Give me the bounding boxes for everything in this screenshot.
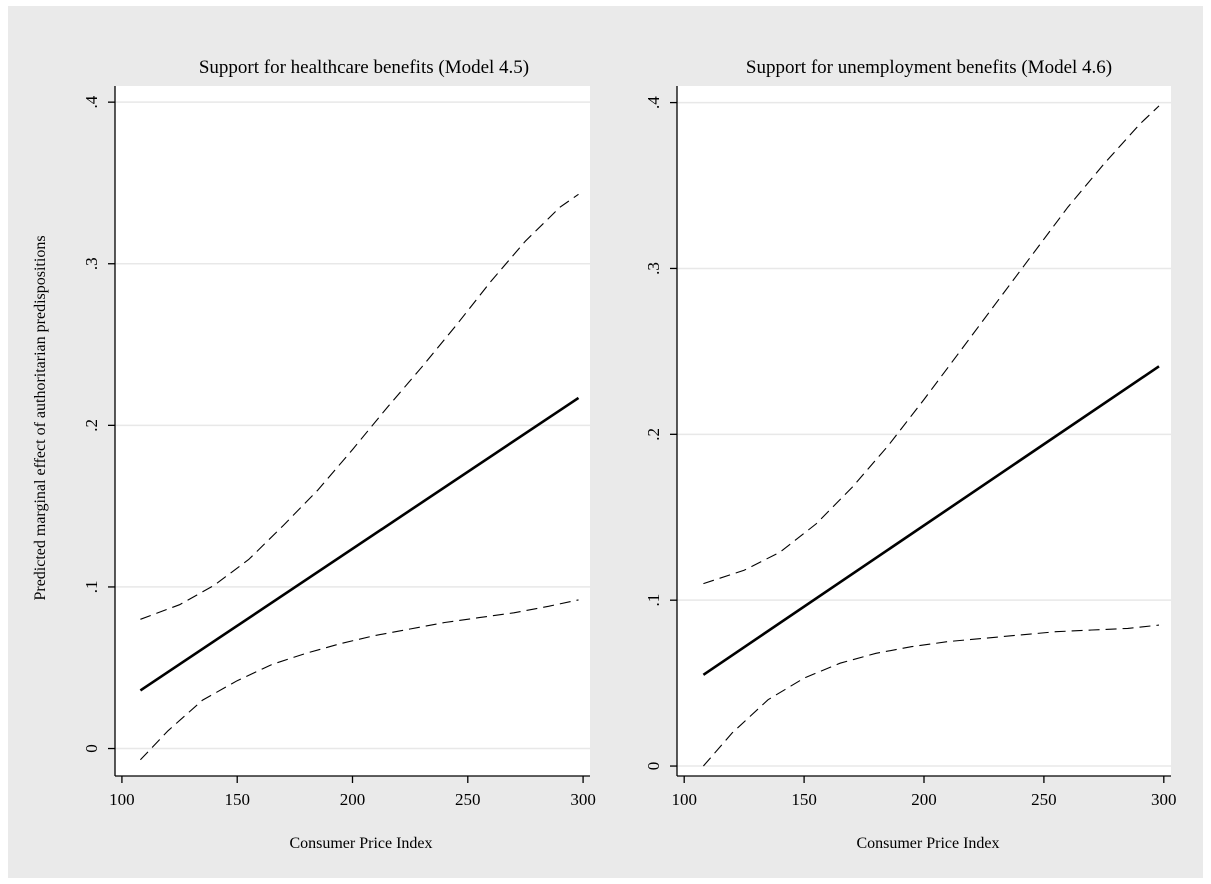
marginal-effect-line-healthcare	[139, 396, 580, 692]
y-tick-label: .1	[644, 594, 663, 607]
x-tick-label: 150	[224, 790, 250, 809]
lower-ci-line-healthcare	[140, 599, 579, 761]
plot-area-healthcare	[115, 86, 590, 776]
x-tick-label: 250	[1031, 790, 1057, 809]
y-tick-label: .4	[82, 95, 101, 108]
y-tick-label: .4	[644, 96, 663, 109]
y-tick-label: .1	[82, 581, 101, 594]
figure-background: Support for healthcare benefits (Model 4…	[8, 6, 1203, 878]
y-tick-label: .2	[82, 419, 101, 432]
x-tick-label: 300	[570, 790, 596, 809]
x-tick-label: 150	[791, 790, 817, 809]
y-tick-label: .3	[82, 257, 101, 270]
x-tick-label: 100	[109, 790, 135, 809]
chart-canvas: Support for healthcare benefits (Model 4…	[32, 57, 1177, 852]
x-axis-title-healthcare: Consumer Price Index	[289, 835, 432, 852]
panel-title-unemployment: Support for unemployment benefits (Model…	[746, 57, 1112, 78]
panel-healthcare: Support for healthcare benefits (Model 4…	[32, 57, 596, 852]
x-tick-label: 250	[455, 790, 481, 809]
panel-title-healthcare: Support for healthcare benefits (Model 4…	[199, 57, 529, 78]
y-tick-label: 0	[82, 744, 101, 753]
y-tick-label: .2	[644, 428, 663, 441]
upper-ci-line-unemployment	[703, 105, 1160, 585]
x-tick-label: 100	[671, 790, 697, 809]
x-axis-title-unemployment: Consumer Price Index	[856, 835, 999, 852]
x-tick-label: 200	[340, 790, 366, 809]
y-axis-title: Predicted marginal effect of authoritari…	[32, 235, 49, 600]
marginal-effect-line-unemployment	[702, 365, 1160, 676]
x-tick-label: 300	[1151, 790, 1177, 809]
y-tick-label: 0	[644, 762, 663, 771]
plot-area-unemployment	[677, 86, 1171, 776]
upper-ci-line-healthcare	[140, 193, 579, 620]
panel-unemployment: Support for unemployment benefits (Model…	[644, 57, 1177, 852]
y-tick-label: .3	[644, 262, 663, 275]
x-tick-label: 200	[911, 790, 937, 809]
lower-ci-line-unemployment	[702, 624, 1160, 767]
